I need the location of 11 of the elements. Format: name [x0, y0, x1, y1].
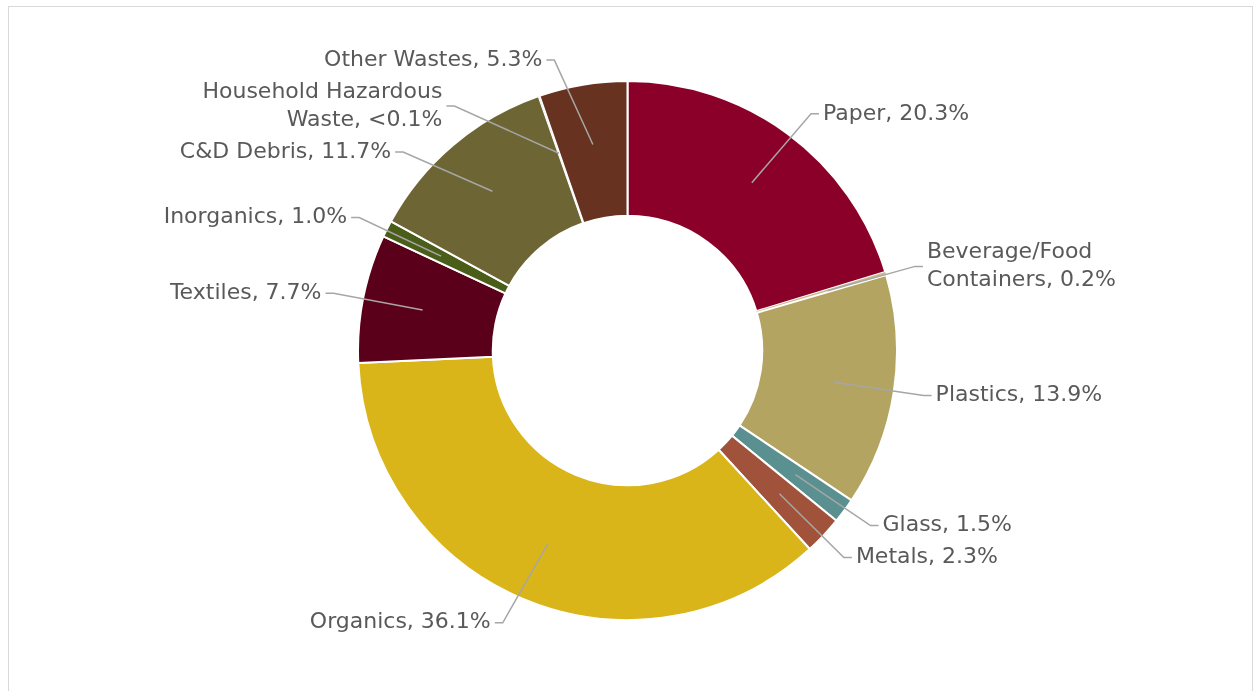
- slice-label: Glass, 1.5%: [882, 511, 1012, 537]
- slice-label: Inorganics, 1.0%: [163, 203, 348, 229]
- slice-label: Household Hazardous Waste, <0.1%: [202, 77, 443, 131]
- slice-label: Organics, 36.1%: [309, 608, 491, 634]
- slice-label: Textiles, 7.7%: [168, 279, 322, 305]
- slice-label: Other Wastes, 5.3%: [324, 45, 543, 71]
- slice-label: Beverage/Food Containers, 0.2%: [926, 238, 1116, 292]
- slice-label: Plastics, 13.9%: [935, 381, 1103, 407]
- slice-label: Paper, 20.3%: [823, 99, 970, 125]
- slice-label: C&D Debris, 11.7%: [179, 137, 392, 163]
- slice-label: Metals, 2.3%: [855, 543, 998, 569]
